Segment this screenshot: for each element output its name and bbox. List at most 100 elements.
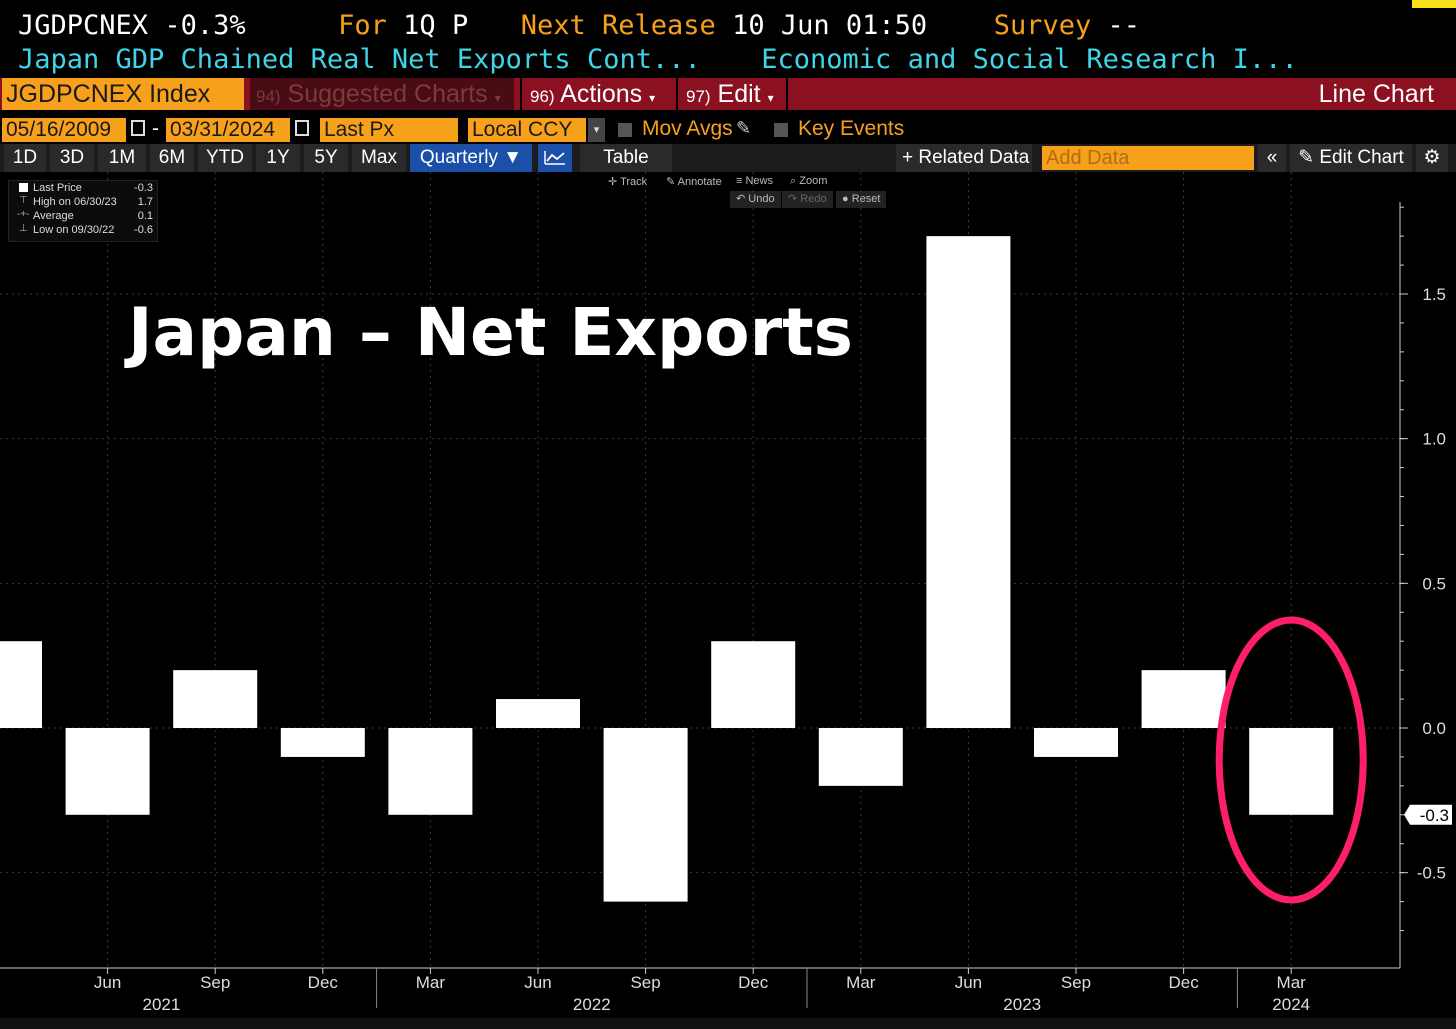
redo-icon: ↷ [788, 193, 798, 205]
command-bar: JGDPCNEX Index 94) Suggested Charts ▾ 96… [0, 78, 1456, 110]
bar-jun-2023 [926, 236, 1011, 728]
calendar-icon[interactable] [295, 120, 309, 136]
gear-icon[interactable]: ⚙ [1416, 144, 1448, 172]
zoom-tool[interactable]: ⌕ Zoom [790, 175, 827, 188]
tab-6m[interactable]: 6M [150, 144, 194, 172]
edit-label: Edit [717, 80, 761, 108]
caret-down-icon: ▾ [649, 91, 656, 105]
table-button[interactable]: Table [580, 144, 672, 172]
bar-sep-2023 [1034, 728, 1118, 757]
y-tick-label: 0.5 [1422, 574, 1446, 593]
bar-jun-2021 [65, 728, 150, 815]
y-axis: 1.5 1.0 0.5 0.0 -0.5 -0.3 [1399, 202, 1452, 968]
chart-type-label[interactable]: Line Chart [1318, 80, 1434, 108]
legend-low-value: -0.6 [134, 224, 153, 236]
start-date-input[interactable]: 05/16/2009 [2, 118, 126, 142]
tab-1d[interactable]: 1D [4, 144, 46, 172]
tab-ytd[interactable]: YTD [198, 144, 252, 172]
field-select[interactable]: Last Px [320, 118, 458, 142]
bar-mar-2022 [388, 728, 473, 815]
x-year-label: 2022 [573, 995, 611, 1014]
x-year-label: 2021 [142, 995, 180, 1014]
edit-chart-label: Edit Chart [1319, 147, 1404, 168]
x-axis: Jun Sep Dec Mar Jun Sep Dec Mar Jun Sep Dec Mar 2021… [0, 967, 1400, 1014]
x-month-label: Mar [846, 973, 876, 992]
bar-mar-2023 [818, 728, 903, 786]
tab-3d[interactable]: 3D [50, 144, 94, 172]
reset-button[interactable]: ● Reset [836, 191, 887, 208]
actions-button[interactable]: 96) Actions ▾ [520, 78, 672, 110]
edit-button[interactable]: 97) Edit ▾ [676, 78, 788, 110]
caret-down-icon: ▼ [503, 147, 523, 168]
frequency-select[interactable]: Quarterly ▼ [410, 144, 532, 172]
zoom-icon: ⌕ [790, 175, 797, 187]
annotate-tool[interactable]: ✎ Annotate [666, 175, 722, 188]
line-chart-icon[interactable] [538, 144, 572, 172]
actions-label: Actions [560, 80, 643, 108]
key-events-checkbox[interactable] [774, 123, 788, 137]
currency-select[interactable]: Local CCY [468, 118, 586, 142]
undo-icon: ↶ [736, 193, 746, 205]
undo-label: Undo [748, 193, 775, 205]
mov-avgs-checkbox[interactable] [618, 123, 632, 137]
last-value-label: -0.3 [1420, 806, 1449, 825]
mov-avgs-label: Mov Avgs [642, 117, 733, 140]
annotate-icon: ✎ [666, 176, 676, 188]
tab-1y[interactable]: 1Y [256, 144, 300, 172]
security-field[interactable]: JGDPCNEX Index [2, 78, 244, 110]
bars [0, 236, 1334, 902]
legend-low-label: Low on 09/30/22 [33, 224, 115, 236]
annotate-label: Annotate [677, 176, 722, 188]
next-release: 10 Jun 01:50 [732, 10, 928, 41]
y-tick-label: 1.0 [1422, 430, 1446, 449]
redo-label: Redo [800, 193, 827, 205]
y-tick-label: 0.0 [1422, 719, 1446, 738]
undo-button[interactable]: ↶ Undo [730, 191, 781, 208]
x-month-label: Sep [200, 973, 230, 992]
legend-high-label: High on 06/30/23 [33, 196, 117, 208]
suggested-num: 94) [256, 87, 281, 106]
bar-mar-2024 [1249, 728, 1334, 815]
edit-chart-button[interactable]: ✎ Edit Chart [1290, 144, 1412, 172]
track-tool[interactable]: ✛ Track [608, 175, 647, 188]
related-data-button[interactable]: + Related Data [896, 144, 1032, 172]
key-events-label: Key Events [798, 117, 905, 140]
survey-value: -- [1107, 10, 1141, 41]
x-year-label: 2024 [1272, 995, 1310, 1014]
source: Economic and Social Research I... [761, 44, 1298, 75]
low-marker-icon: ⊥ [19, 223, 28, 234]
news-tool[interactable]: ≡ News [736, 175, 773, 187]
bar-jun-2022 [496, 699, 580, 728]
tab-5y[interactable]: 5Y [304, 144, 348, 172]
legend-swatch [19, 183, 28, 192]
x-year-label: 2023 [1003, 995, 1041, 1014]
last-value-tag [1404, 804, 1452, 825]
calendar-icon[interactable] [131, 120, 145, 136]
status-strip [1412, 0, 1456, 8]
frequency-label: Quarterly [419, 147, 499, 168]
dropdown-arrow-icon[interactable]: ▾ [588, 118, 605, 142]
pencil-icon[interactable]: ✎ [736, 118, 752, 139]
track-label: Track [620, 176, 648, 188]
x-month-label: Mar [416, 973, 446, 992]
end-date-input[interactable]: 03/31/2024 [166, 118, 290, 142]
legend-last-label: Last Price [33, 182, 82, 194]
redo-button[interactable]: ↷ Redo [782, 191, 833, 208]
suggested-charts-button[interactable]: 94) Suggested Charts ▾ [250, 78, 514, 110]
edit-num: 97) [686, 87, 711, 106]
tab-max[interactable]: Max [352, 144, 406, 172]
bar-dec-2022 [711, 641, 796, 728]
add-data-input[interactable]: Add Data [1042, 146, 1254, 170]
collapse-icon[interactable]: « [1258, 144, 1286, 172]
y-tick-label: -0.5 [1417, 864, 1446, 883]
for-label: For [338, 10, 387, 41]
description: Japan GDP Chained Real Net Exports Cont.… [18, 44, 701, 75]
period: 1Q P [403, 10, 469, 41]
x-month-label: Jun [955, 973, 982, 992]
bar-dec-2023 [1141, 670, 1226, 728]
tab-1m[interactable]: 1M [98, 144, 146, 172]
y-tick-label: 1.5 [1422, 285, 1446, 304]
reset-label: Reset [851, 193, 881, 205]
bar-sep-2022 [603, 728, 688, 902]
plus-icon: + [902, 147, 914, 168]
